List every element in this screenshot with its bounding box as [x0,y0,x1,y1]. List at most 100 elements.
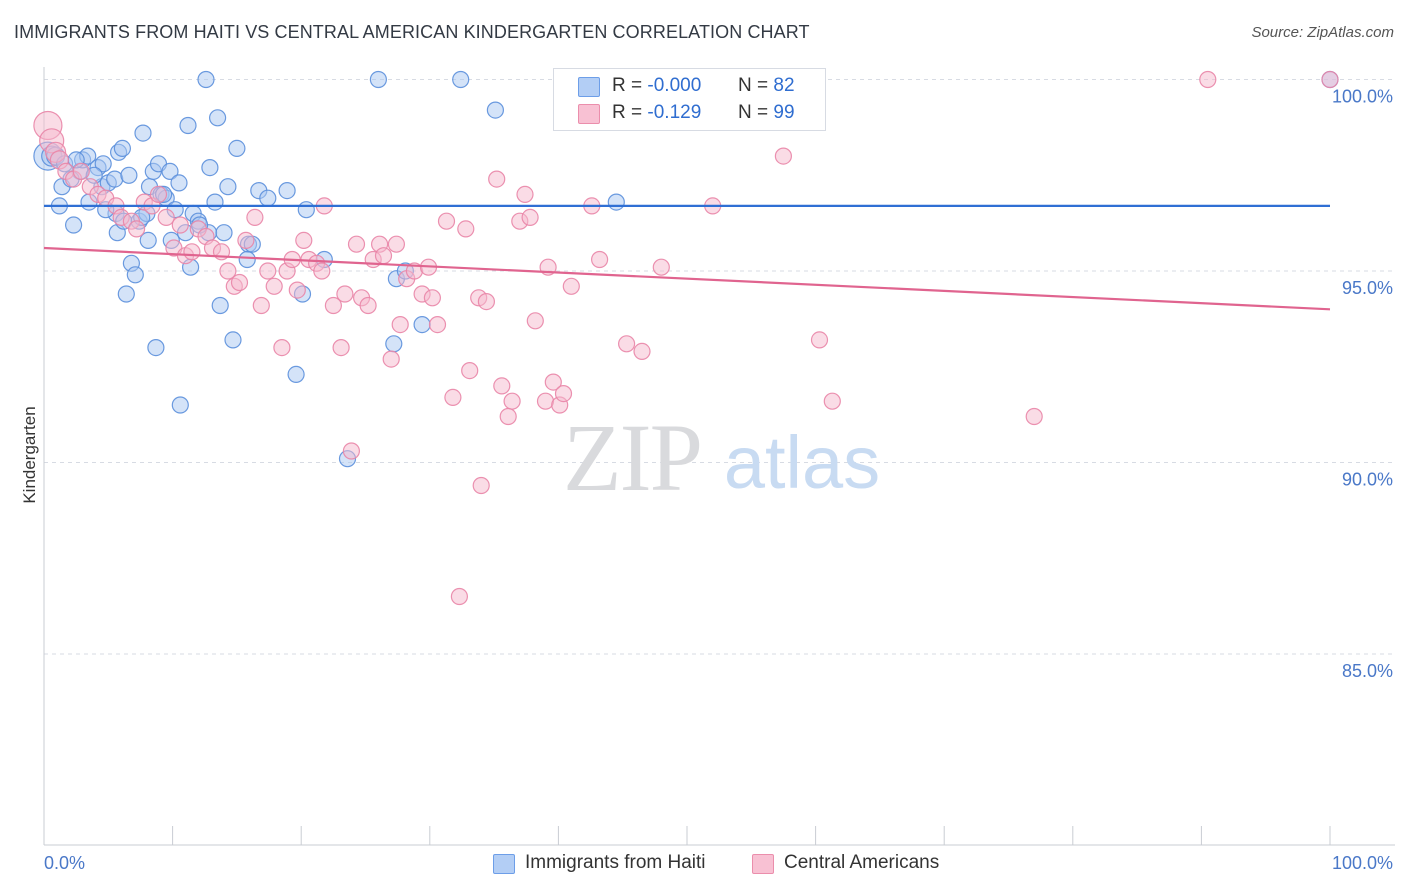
stats-row-central-american: R = -0.129 N = 99 [554,100,825,126]
y-tick-label-0: 100.0% [1332,87,1393,107]
central-american-point-85 [590,250,609,269]
central-american-point-73 [503,392,521,410]
haiti-point-37 [170,174,188,192]
central-american-point-60 [423,289,441,307]
central-american-point-80 [544,373,562,391]
haiti-point-38 [171,396,189,414]
haiti-point-46 [201,159,219,177]
central-american-point-17 [157,208,175,226]
central-american-point-34 [273,339,291,357]
central-american-point-87 [633,342,651,360]
haiti-point-48 [209,109,227,127]
central-american-point-68 [472,476,490,495]
central-american-point-70 [488,170,506,188]
legend-haiti-swatch [493,854,515,874]
haiti-point-6 [64,216,83,234]
central-american-point-49 [359,296,377,315]
n-label: N = [738,102,769,123]
haiti-point-44 [197,70,215,89]
legend-haiti-label: Immigrants from Haiti [525,852,706,873]
central-american-point-93 [810,331,829,349]
central-american-point-47 [347,235,366,253]
axes [43,67,1395,846]
central-american-point-31 [252,296,270,315]
central-american-point-82 [554,385,573,403]
central-american-point-26 [219,262,237,280]
tick-labels: 100.0% 95.0% 90.0% 85.0% 0.0% 100.0% [44,87,1393,874]
watermark-atlas: atlas [724,421,880,504]
haiti-point-21 [117,285,135,303]
central-american-point-37 [288,281,306,299]
r-value: -0.129 [647,102,702,123]
central-american-point-63 [444,388,462,406]
central-american-point-61 [428,316,447,334]
haiti-point-22 [120,166,138,184]
haiti-point-26 [134,124,152,142]
y-tick-label-2: 90.0% [1342,470,1393,490]
central-american-point-96 [1199,70,1217,89]
central-american-point-65 [457,220,475,238]
chart-title: IMMIGRANTS FROM HAITI VS CENTRAL AMERICA… [14,22,810,42]
stats-r-central-american: R = -0.129 [612,102,701,124]
central-american-point-86 [617,335,636,353]
central-american-point-94 [823,392,841,410]
central-american-point-53 [382,350,400,368]
x-tick-label-1: 100.0% [1332,853,1393,873]
central-american-point-33 [265,277,283,295]
haiti-point-67 [413,316,431,334]
central-american-point-62 [437,212,456,230]
central-american-point-91 [774,147,793,165]
y-tick-label-1: 95.0% [1342,278,1393,298]
watermark: ZIP atlas [563,404,880,511]
central-american-point-16 [149,185,168,203]
haiti-point-24 [126,266,144,284]
central-american-swatch [578,104,600,124]
haiti-point-19 [113,139,132,157]
central-american-point-45 [336,285,354,303]
haiti-point-50 [219,178,237,196]
haiti-point-52 [228,139,246,157]
central-american-point-76 [521,208,539,226]
central-american-point-72 [499,407,517,426]
haiti-point-68 [452,70,470,89]
source-label: Source: ZipAtlas.com [1251,24,1394,41]
haiti-point-57 [278,182,296,200]
y-axis-label: Kindergarten [20,406,39,504]
central-american-point-44 [332,339,350,357]
central-american-point-83 [562,277,580,295]
haiti-point-31 [147,339,165,357]
central-american-point-19 [171,216,189,234]
central-american-point-29 [237,231,255,249]
haiti-point-69 [486,101,504,119]
haiti-point-70 [607,193,625,211]
central-american-point-28 [230,273,249,292]
central-american-point-88 [652,258,670,276]
central-american-point-52 [374,247,393,265]
haiti-point-58 [287,365,305,383]
x-tick-label-0: 0.0% [44,853,85,873]
haiti-point-15 [106,170,124,188]
n-value: 82 [773,75,795,96]
central-american-point-64 [450,587,468,606]
legend-central-american-swatch [752,854,774,874]
central-american-trend-line [43,246,1331,311]
haiti-point-78 [215,224,233,242]
haiti-point-49 [211,296,229,315]
stats-n-central-american: N = 99 [738,102,795,124]
central-american-point-69 [477,293,495,311]
central-american-point-75 [516,185,534,203]
watermark-zip: ZIP [563,404,701,511]
central-american-point-77 [526,312,544,330]
n-value: 99 [773,102,795,123]
r-value: -0.000 [647,75,702,96]
y-tick-label-3: 85.0% [1342,661,1393,681]
haiti-point-60 [297,201,315,219]
central-american-point-6 [72,162,90,180]
central-american-point-66 [461,362,479,380]
central-american-point-32 [259,262,277,280]
r-label: R = [612,102,643,123]
central-american-point-78 [536,392,555,410]
central-american-point-95 [1025,407,1043,426]
haiti-point-35 [161,162,179,180]
